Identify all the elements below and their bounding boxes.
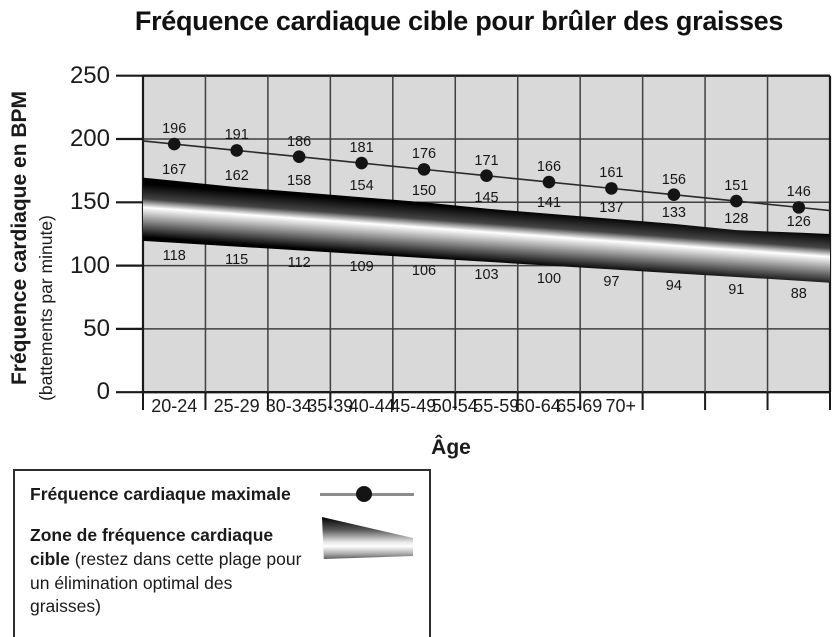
max-hr-line-symbol-icon <box>320 486 414 502</box>
max-hr-point <box>730 194 743 208</box>
max-hr-point <box>292 150 306 164</box>
max-hr-point <box>792 201 806 214</box>
max-hr-point <box>417 163 431 176</box>
max-hr-point <box>542 175 556 189</box>
legend-zone-label-bold: Zone de fréquence cardiaque cible <box>30 525 274 569</box>
max-hr-dot-icon <box>356 486 372 502</box>
legend-max-hr-label: Fréquence cardiaque maximale <box>30 484 291 504</box>
target-zone-band <box>143 177 830 283</box>
max-hr-point <box>355 156 368 170</box>
chart-title: Fréquence cardiaque cible pour brûler de… <box>134 6 784 36</box>
max-hr-point <box>230 144 243 157</box>
legend-box: Fréquence cardiaque maximale Zone de fré… <box>13 469 431 637</box>
max-hr-point <box>667 188 681 202</box>
max-hr-point <box>167 137 181 151</box>
legend-zone-label-rest: (restez dans cette plage pour un élimina… <box>30 548 302 617</box>
x-axis-title: Âge <box>431 436 471 459</box>
max-hr-point <box>480 169 493 183</box>
target-zone-swatch-icon <box>322 517 413 559</box>
legend-zone-label: Zone de fréquence cardiaque cible (reste… <box>30 524 302 619</box>
max-hr-point <box>605 182 618 195</box>
